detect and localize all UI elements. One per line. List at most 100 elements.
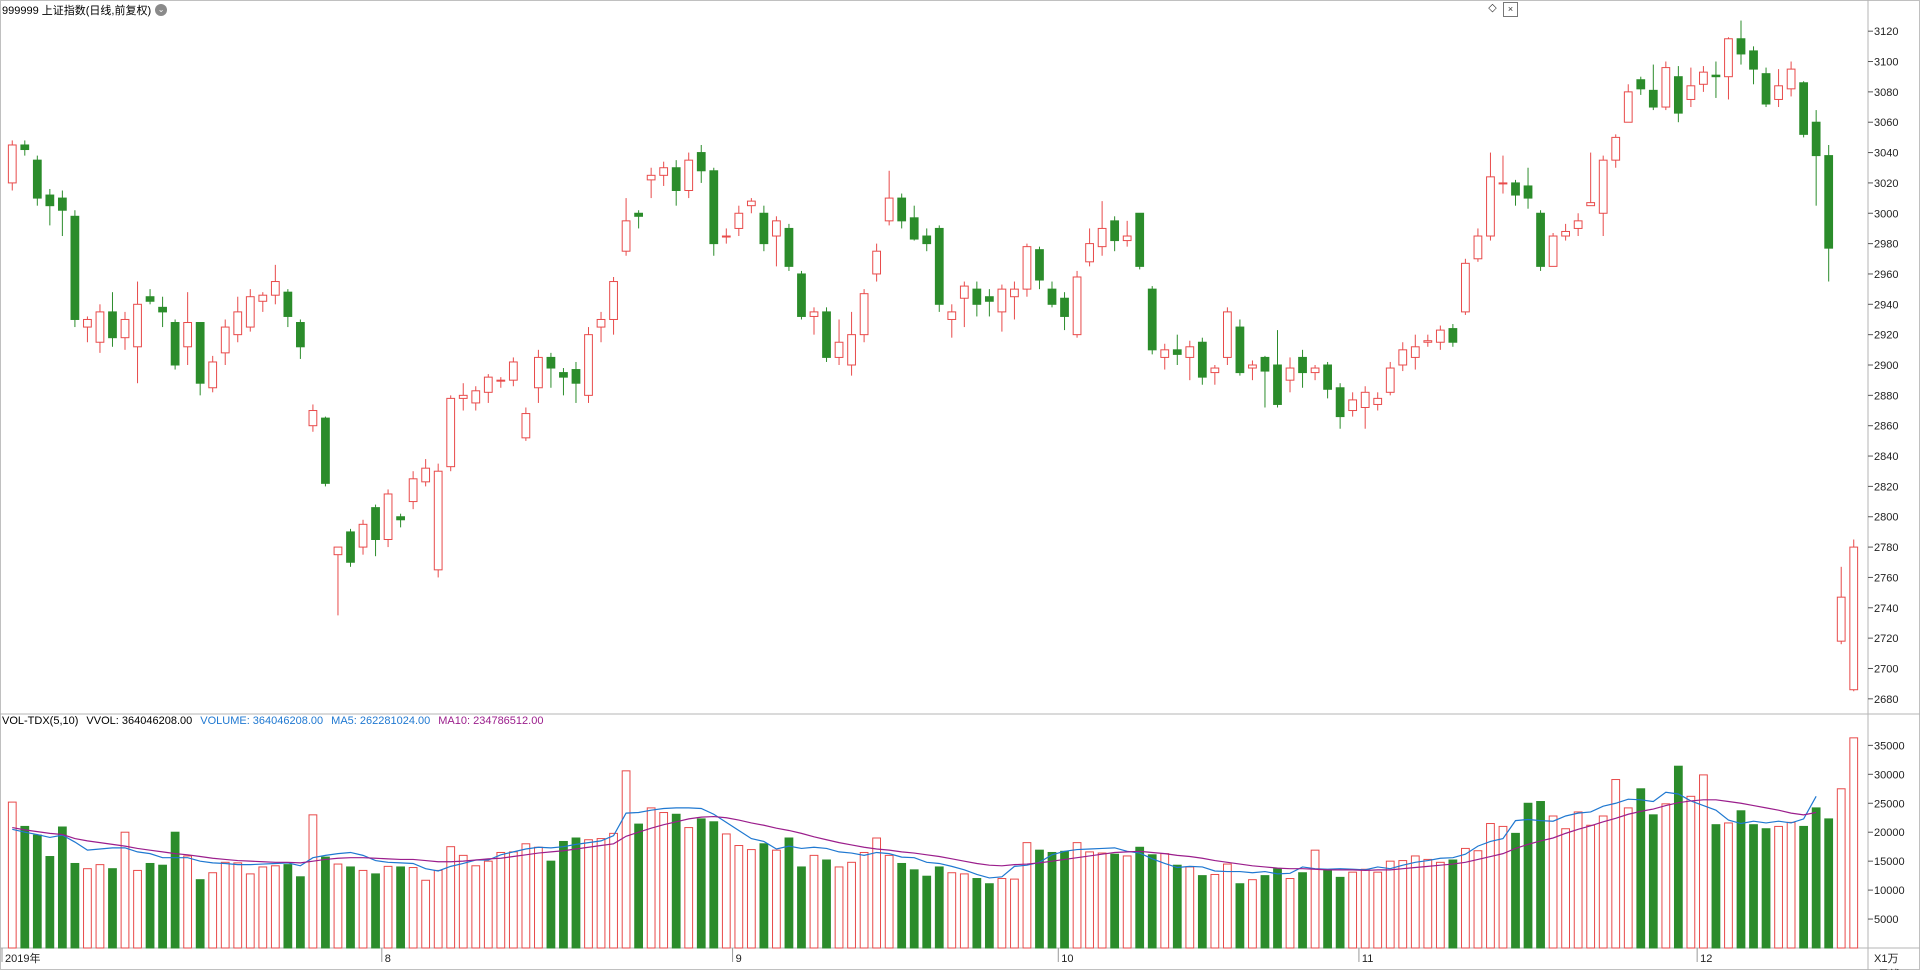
- candlesticks[interactable]: [7, 20, 1859, 692]
- candle[interactable]: [609, 276, 618, 335]
- candle[interactable]: [947, 304, 957, 338]
- volume-bar[interactable]: [170, 831, 180, 949]
- candle[interactable]: [1699, 66, 1708, 92]
- volume-bar[interactable]: [1197, 875, 1207, 949]
- volume-bar[interactable]: [7, 801, 17, 949]
- candle[interactable]: [634, 210, 643, 229]
- volume-bar[interactable]: [1573, 811, 1583, 949]
- candle[interactable]: [346, 528, 355, 567]
- candle[interactable]: [220, 319, 230, 365]
- candle[interactable]: [1197, 337, 1207, 385]
- volume-bar[interactable]: [1072, 842, 1082, 949]
- volume-bar[interactable]: [797, 866, 806, 949]
- candle[interactable]: [1561, 223, 1570, 241]
- volume-bar[interactable]: [1097, 852, 1107, 949]
- volume-bar[interactable]: [1285, 878, 1295, 949]
- candle[interactable]: [133, 281, 142, 384]
- volume-bar[interactable]: [1085, 851, 1094, 949]
- candle[interactable]: [1172, 334, 1182, 365]
- volume-bar[interactable]: [358, 869, 368, 949]
- candle[interactable]: [1260, 355, 1270, 408]
- volume-bar[interactable]: [1849, 737, 1859, 949]
- candle[interactable]: [433, 463, 443, 578]
- candle[interactable]: [809, 307, 819, 335]
- volume-bar[interactable]: [1811, 807, 1821, 949]
- volume-bar[interactable]: [1210, 873, 1220, 949]
- volume-bar[interactable]: [847, 861, 856, 949]
- candle[interactable]: [797, 270, 806, 320]
- volume-bar[interactable]: [1611, 779, 1621, 949]
- candle[interactable]: [1248, 360, 1257, 381]
- volume-bar[interactable]: [1223, 863, 1232, 949]
- volume-bar[interactable]: [1736, 810, 1746, 949]
- candle[interactable]: [1285, 357, 1295, 393]
- volume-bar[interactable]: [1323, 869, 1332, 949]
- volume-bar[interactable]: [1761, 828, 1771, 949]
- volume-bar[interactable]: [396, 866, 405, 949]
- volume-bar[interactable]: [220, 861, 230, 949]
- volume-bar[interactable]: [183, 855, 193, 949]
- candle[interactable]: [1636, 76, 1646, 95]
- volume-bar[interactable]: [997, 878, 1007, 949]
- volume-bar[interactable]: [1824, 818, 1834, 949]
- volume-bar[interactable]: [884, 854, 894, 949]
- candle[interactable]: [1335, 383, 1345, 429]
- volume-bar[interactable]: [546, 860, 556, 949]
- volume-bar[interactable]: [759, 843, 769, 949]
- candle[interactable]: [208, 355, 218, 393]
- candle[interactable]: [1648, 64, 1658, 111]
- candle[interactable]: [1273, 330, 1282, 408]
- volume-bar[interactable]: [1486, 823, 1495, 949]
- candle[interactable]: [383, 489, 393, 548]
- volume-bar[interactable]: [859, 851, 869, 949]
- candle[interactable]: [1836, 566, 1846, 645]
- volume-bar[interactable]: [709, 821, 719, 949]
- volume-bar[interactable]: [1473, 850, 1483, 949]
- volume-bar[interactable]: [1461, 847, 1470, 949]
- candle[interactable]: [1623, 84, 1633, 123]
- volume-bar[interactable]: [922, 875, 932, 949]
- volume-bar[interactable]: [934, 866, 944, 949]
- candle[interactable]: [1611, 134, 1621, 168]
- volume-bar[interactable]: [1398, 860, 1408, 949]
- volume-bar[interactable]: [508, 851, 518, 949]
- candle[interactable]: [1786, 61, 1796, 97]
- volume-bar[interactable]: [245, 873, 255, 949]
- candle[interactable]: [371, 504, 380, 557]
- volume-bar[interactable]: [746, 849, 756, 949]
- volume-bar[interactable]: [296, 876, 305, 949]
- volume-bar[interactable]: [1448, 859, 1458, 949]
- candle[interactable]: [972, 281, 982, 317]
- candle[interactable]: [245, 289, 255, 332]
- close-icon[interactable]: ×: [1503, 2, 1518, 17]
- candle[interactable]: [170, 319, 180, 370]
- volume-bar[interactable]: [1273, 868, 1282, 949]
- candle[interactable]: [1461, 258, 1470, 315]
- candle[interactable]: [909, 205, 919, 241]
- volume-bar[interactable]: [1373, 871, 1383, 949]
- candle[interactable]: [859, 289, 869, 343]
- candle[interactable]: [7, 140, 17, 191]
- volume-bar[interactable]: [1673, 765, 1683, 949]
- volume-bar[interactable]: [1335, 876, 1345, 949]
- candle[interactable]: [283, 289, 293, 328]
- candle[interactable]: [671, 160, 681, 206]
- candle[interactable]: [959, 281, 969, 328]
- candle[interactable]: [270, 264, 280, 305]
- volume-bar[interactable]: [158, 864, 167, 949]
- volume-bar[interactable]: [1423, 858, 1433, 949]
- candle[interactable]: [1849, 539, 1859, 692]
- volume-bar[interactable]: [1260, 875, 1270, 949]
- volume-bar[interactable]: [1498, 825, 1508, 949]
- candle[interactable]: [145, 289, 155, 305]
- candle[interactable]: [95, 304, 105, 353]
- volume-bar[interactable]: [1523, 802, 1533, 949]
- volume-bar[interactable]: [1799, 825, 1809, 949]
- candle[interactable]: [1774, 69, 1783, 108]
- candle[interactable]: [659, 161, 669, 186]
- candle[interactable]: [1423, 334, 1433, 347]
- volume-bar[interactable]: [534, 846, 543, 949]
- candle[interactable]: [1686, 67, 1696, 108]
- volume-bar[interactable]: [83, 868, 92, 949]
- volume-bar[interactable]: [621, 770, 631, 949]
